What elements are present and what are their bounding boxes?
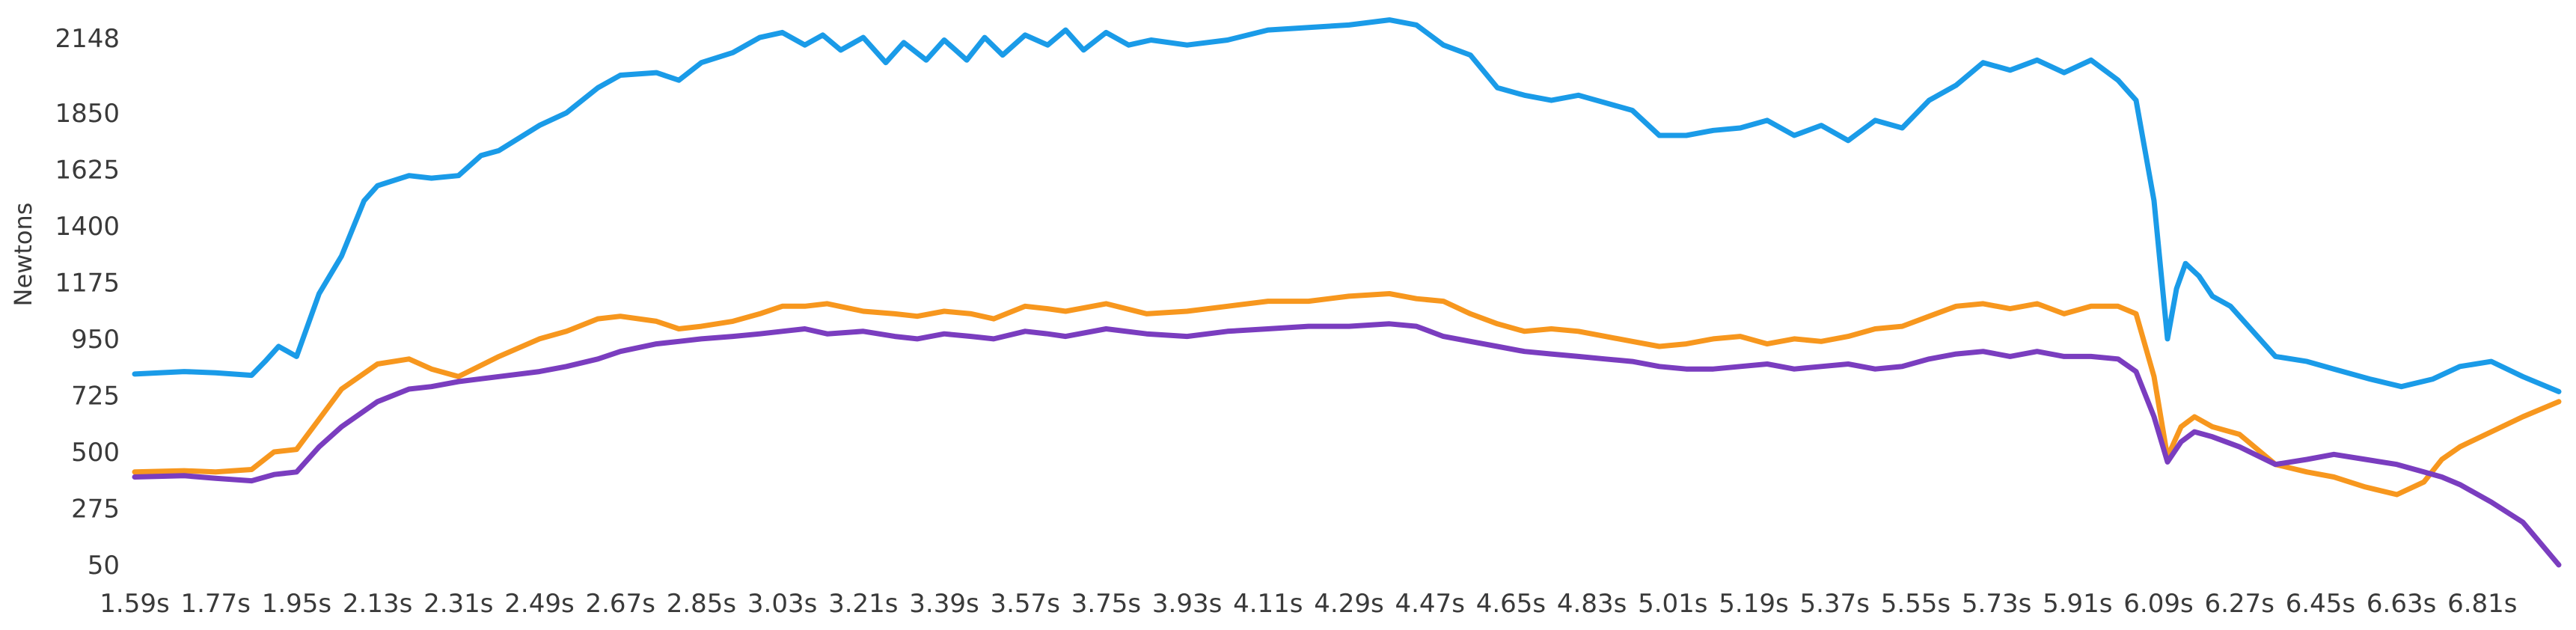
x-tick-label: 2.85s [667, 589, 736, 619]
x-tick-label: 3.03s [747, 589, 817, 619]
x-tick-label: 3.21s [828, 589, 898, 619]
x-tick-label: 3.39s [909, 589, 979, 619]
x-tick-label: 5.01s [1638, 589, 1707, 619]
x-tick-label: 6.81s [2447, 589, 2517, 619]
y-axis-title: Newtons [9, 203, 37, 307]
x-tick-label: 6.63s [2367, 589, 2436, 619]
y-tick-label: 275 [71, 494, 120, 524]
x-axis-ticks: 1.59s 1.77s 1.95s 2.13s 2.31s 2.49s 2.67s 2.85s… [100, 589, 2517, 619]
x-tick-label: 2.49s [504, 589, 574, 619]
x-tick-label: 3.75s [1071, 589, 1141, 619]
x-tick-label: 6.09s [2123, 589, 2193, 619]
x-tick-label: 5.19s [1719, 589, 1788, 619]
x-tick-label: 4.65s [1476, 589, 1546, 619]
x-tick-label: 5.55s [1881, 589, 1951, 619]
series-layer [132, 17, 2562, 568]
x-tick-label: 5.91s [2043, 589, 2112, 619]
y-axis-ticks: 50 275 500 725 950 1175 1400 1625 1850 2148 [55, 24, 120, 581]
y-tick-label: 950 [71, 325, 120, 355]
x-tick-label: 2.31s [423, 589, 493, 619]
x-tick-label: 1.59s [100, 589, 169, 619]
y-tick-label: 725 [71, 381, 120, 411]
y-tick-label: 1625 [55, 155, 120, 185]
x-tick-label: 4.29s [1314, 589, 1383, 619]
x-tick-label: 3.57s [990, 589, 1059, 619]
y-tick-label: 2148 [55, 24, 120, 54]
series-line-1 [132, 17, 2562, 394]
x-tick-label: 3.93s [1152, 589, 1222, 619]
x-tick-label: 1.95s [262, 589, 331, 619]
x-tick-label: 5.73s [1962, 589, 2031, 619]
x-tick-label: 2.13s [343, 589, 412, 619]
series-line-3 [132, 321, 2562, 568]
y-tick-label: 1175 [55, 268, 120, 298]
x-tick-label: 4.83s [1557, 589, 1627, 619]
x-tick-label: 4.47s [1395, 589, 1464, 619]
y-tick-label: 1400 [55, 212, 120, 242]
series-line-2 [132, 291, 2562, 498]
y-tick-label: 50 [88, 551, 120, 581]
y-tick-label: 500 [71, 438, 120, 468]
x-tick-label: 4.11s [1233, 589, 1303, 619]
y-tick-label: 1850 [55, 99, 120, 129]
x-tick-label: 2.67s [585, 589, 655, 619]
x-tick-label: 5.37s [1799, 589, 1869, 619]
x-tick-label: 6.27s [2204, 589, 2274, 619]
x-tick-label: 6.45s [2286, 589, 2355, 619]
x-tick-label: 1.77s [180, 589, 250, 619]
